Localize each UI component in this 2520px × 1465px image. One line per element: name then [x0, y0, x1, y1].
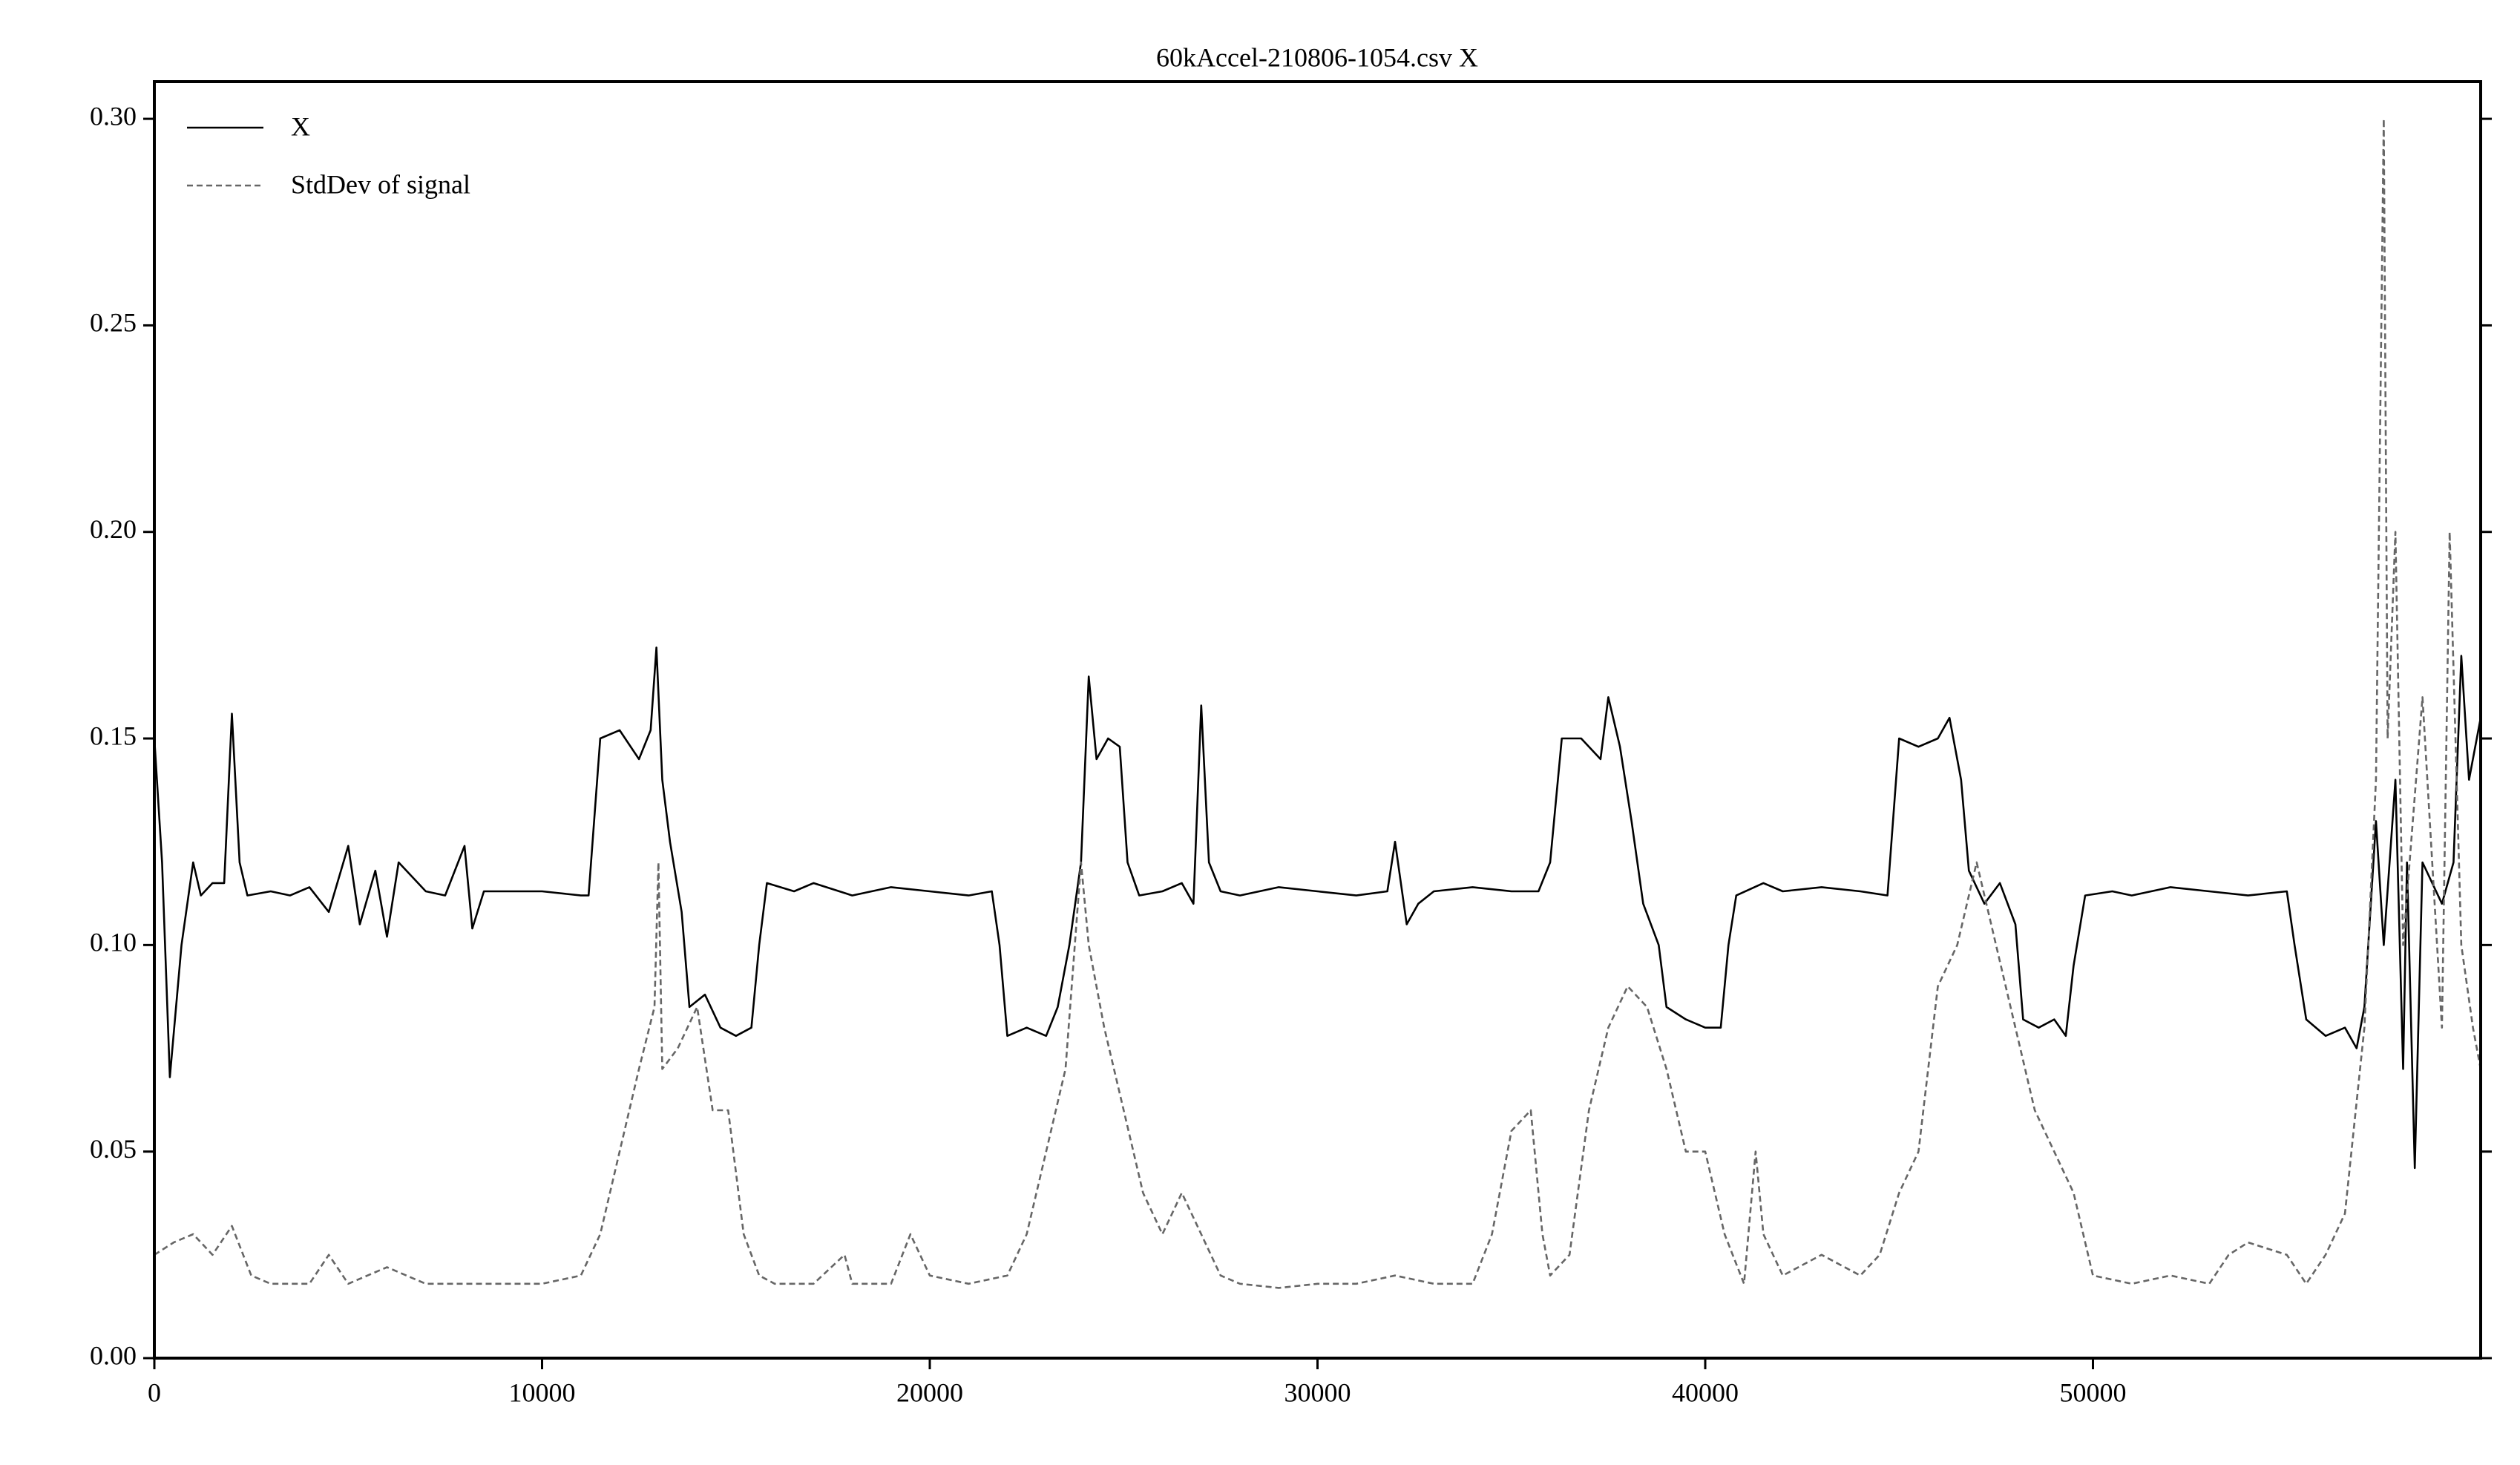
x-tick-label: 0	[148, 1377, 161, 1407]
legend-label: StdDev of signal	[291, 169, 470, 199]
y-tick-label: 0.15	[90, 721, 137, 750]
x-tick-label: 50000	[2060, 1377, 2127, 1407]
y-tick-label: 0.00	[90, 1340, 137, 1370]
y-tick-label: 0.20	[90, 514, 137, 544]
series-line	[153, 646, 2482, 1170]
chart-title: 60kAccel-210806-1054.csv X	[1156, 42, 1478, 72]
x-tick-label: 40000	[1672, 1377, 1739, 1407]
series-line	[154, 117, 2482, 1289]
y-tick-label: 0.10	[90, 928, 137, 957]
plot-frame	[153, 80, 2482, 1360]
y-tick-label: 0.30	[90, 101, 137, 131]
x-tick-label: 30000	[1284, 1377, 1351, 1407]
y-tick-label: 0.25	[90, 308, 137, 338]
y-tick-label: 0.05	[90, 1134, 137, 1164]
x-tick-label: 10000	[509, 1377, 576, 1407]
x-tick-label: 20000	[896, 1377, 963, 1407]
legend-label: X	[291, 111, 310, 141]
